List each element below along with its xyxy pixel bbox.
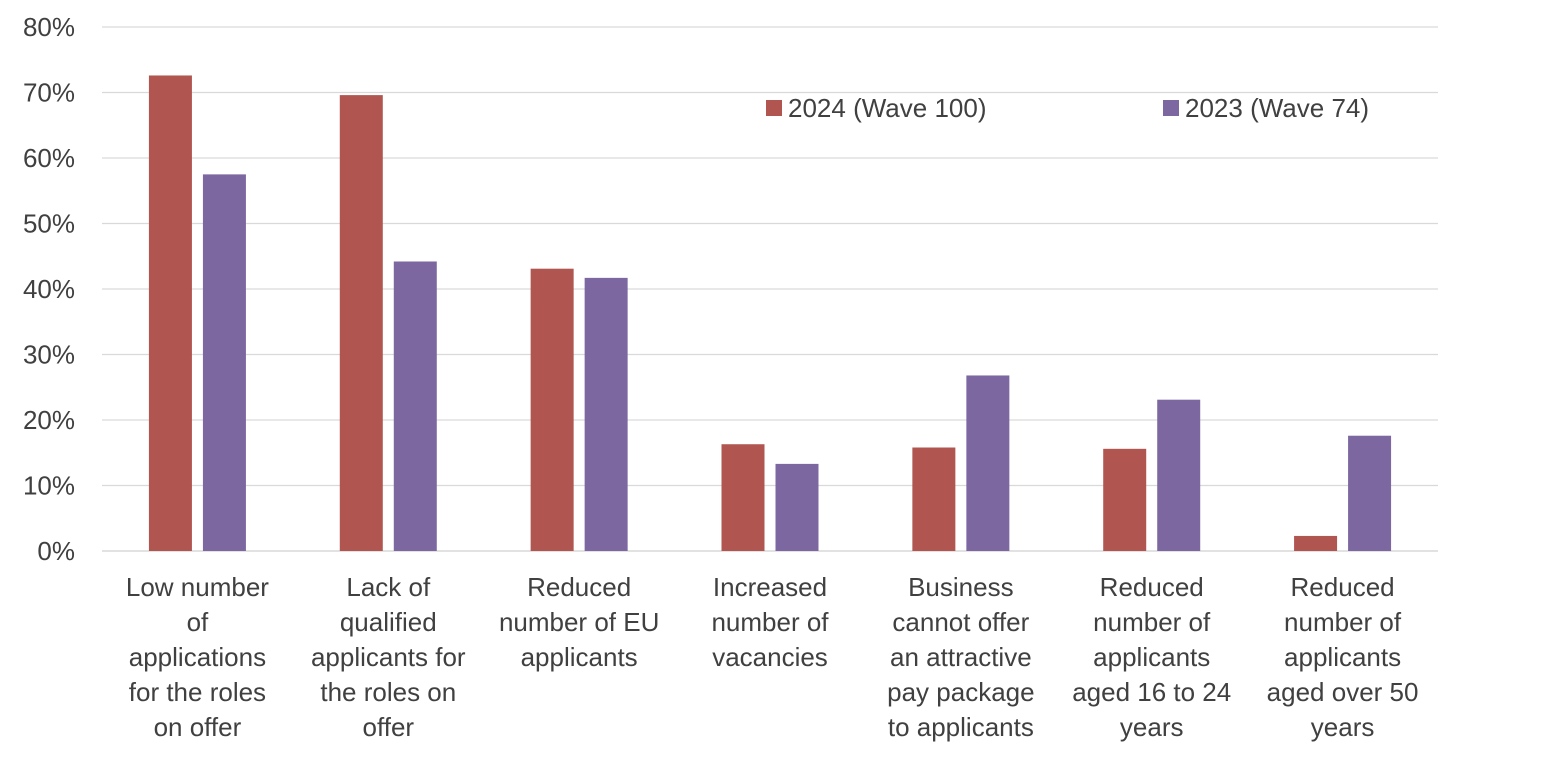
bar-series-1-cat-7 (1294, 535, 1338, 551)
bar-series-2-cat-3 (584, 277, 628, 551)
bar-series-2-cat-2 (393, 261, 437, 551)
bar-series-1-cat-1 (148, 75, 192, 551)
bar-series-1-cat-4 (721, 444, 765, 551)
bar-series-1-cat-6 (1103, 448, 1147, 551)
y-tick-label: 0% (37, 536, 75, 566)
bars (148, 75, 1392, 552)
bar-series-2-cat-4 (775, 463, 819, 551)
x-axis-labels: Low number of applications for the roles on … (126, 572, 1419, 742)
gridlines (102, 26, 1438, 552)
y-tick-label: 80% (23, 12, 75, 42)
x-category-label: Increased number of vacancies (711, 572, 829, 672)
y-tick-label: 50% (23, 209, 75, 239)
x-category-label: Low number of applications for the roles on … (126, 572, 269, 742)
bar-series-2-cat-7 (1348, 435, 1392, 551)
bar-series-1-cat-2 (339, 95, 383, 552)
bar-series-2-cat-1 (202, 174, 246, 551)
legend-swatch (1163, 100, 1179, 116)
x-category-label: Reduced number of applicants aged 16 to 24 y… (1072, 572, 1231, 742)
bar-series-2-cat-5 (966, 375, 1010, 551)
x-category-label: Reduced number of applicants aged over 50 ye… (1267, 572, 1419, 742)
bar-series-2-cat-6 (1157, 399, 1201, 551)
legend-swatch (766, 100, 782, 116)
y-axis-ticks: 0% 10% 20% 30% 40% 50% 60% 70% 80% (23, 12, 75, 566)
y-tick-label: 40% (23, 274, 75, 304)
y-tick-label: 30% (23, 340, 75, 370)
x-category-label: Business cannot offer an attractive pay pac… (887, 572, 1034, 742)
x-category-label: Reduced number of EU applicants (499, 572, 659, 672)
bar-series-1-cat-5 (912, 447, 956, 551)
legend-label: 2023 (Wave 74) (1185, 93, 1369, 123)
y-tick-label: 10% (23, 471, 75, 501)
y-tick-label: 60% (23, 143, 75, 173)
legend-label: 2024 (Wave 100) (788, 93, 986, 123)
y-tick-label: 70% (23, 78, 75, 108)
bar-series-1-cat-3 (530, 268, 574, 551)
legend: 2024 (Wave 100) 2023 (Wave 74) (766, 93, 1369, 123)
x-category-label: Lack of qualified applicants for the roles … (311, 572, 466, 742)
y-tick-label: 20% (23, 405, 75, 435)
